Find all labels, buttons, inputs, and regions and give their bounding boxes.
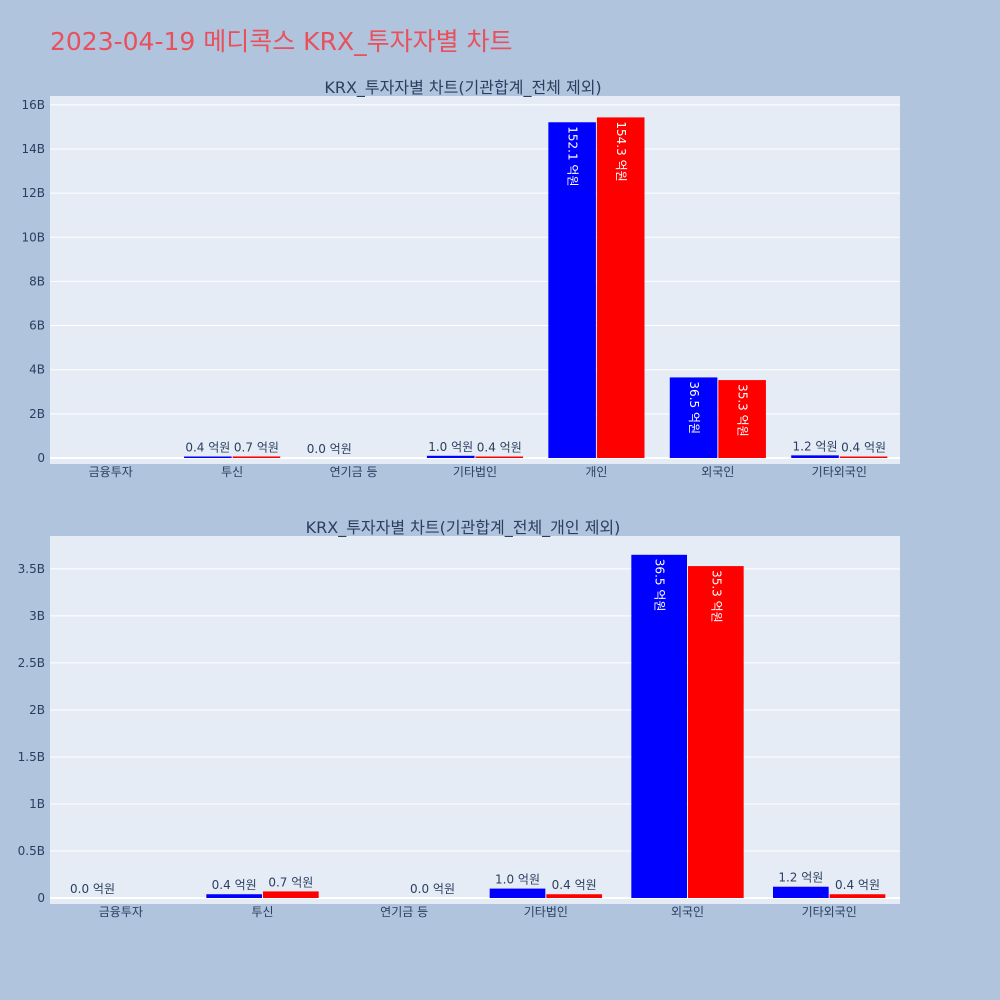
bar [206,894,262,898]
chart-bottom: KRX_투자자별 차트(기관합계_전체_개인 제외) 0 0.5B 1B 1.5B 2B 2… [18,518,900,919]
data-label: 0.7 억원 [234,440,279,454]
data-label: 1.2 억원 [793,439,838,453]
y-tick-label: 2.5B [18,656,45,670]
data-label: 1.2 억원 [778,871,823,885]
bar [232,456,281,458]
data-label: 0.4 억원 [185,441,230,455]
y-tick-label: 3.5B [18,562,45,576]
x-tick-label: 연기금 등 [330,465,378,479]
y-tick-label: 1B [29,797,45,811]
x-tick-label: 금융투자 [89,465,133,479]
data-label: 35.3 억원 [736,384,750,437]
data-label: 0.4 억원 [841,441,886,455]
y-tick-label: 0 [37,891,45,905]
y-tick-label: 10B [21,230,45,244]
plot-area [50,96,900,464]
bar [548,122,596,458]
bar [263,891,319,898]
bar [596,117,645,458]
bar [688,566,744,898]
y-tick-label: 2B [29,407,45,421]
x-tick-label: 개인 [585,465,607,479]
bar [829,894,886,898]
data-label: 1.0 억원 [428,440,473,454]
data-label: 0.4 억원 [835,878,880,892]
y-tick-label: 8B [29,274,45,288]
bar [426,455,475,458]
x-tick-label: 외국인 [671,905,704,919]
data-label: 0.7 억원 [268,875,313,889]
bar [184,456,232,458]
y-tick-label: 16B [21,98,45,112]
data-label: 36.5 억원 [653,559,667,612]
data-label: 36.5 억원 [687,381,701,434]
data-label: 0.4 억원 [552,878,597,892]
bar [718,380,766,458]
x-tick-label: 연기금 등 [380,905,428,919]
chart-top: KRX_투자자별 차트(기관합계_전체 제외) 0 2B 4B 6B 8B 10B 12B 14… [21,78,900,479]
chart-title: KRX_투자자별 차트(기관합계_전체 제외) [324,78,601,98]
data-label: 35.3 억원 [709,570,723,623]
bar [773,886,829,898]
y-tick-label: 12B [21,186,45,200]
x-tick-label: 금융투자 [99,905,143,919]
data-label: 0.0 억원 [410,882,455,896]
x-tick-label: 기타외국인 [812,465,867,479]
plot-area [50,536,900,904]
bar [839,456,888,458]
x-tick-label: 기타법인 [453,465,497,479]
y-tick-label: 0 [37,451,45,465]
bar [489,888,546,898]
x-tick-label: 기타법인 [524,905,568,919]
y-tick-label: 3B [29,609,45,623]
chart-title: KRX_투자자별 차트(기관합계_전체_개인 제외) [306,518,621,538]
bar [669,377,718,458]
x-tick-label: 외국인 [701,465,734,479]
bar [791,455,839,458]
data-label: 0.4 억원 [212,878,257,892]
y-tick-label: 2B [29,703,45,717]
y-tick-label: 4B [29,363,45,377]
bar [546,894,602,898]
data-label: 1.0 억원 [495,873,540,887]
y-tick-label: 1.5B [18,750,45,764]
bar [475,456,524,458]
y-tick-label: 0.5B [18,844,45,858]
data-label: 154.3 억원 [614,121,628,181]
data-label: 0.4 억원 [477,441,522,455]
data-label: 0.0 억원 [307,442,352,456]
bar [631,554,687,898]
y-tick-label: 14B [21,142,45,156]
data-label: 152.1 억원 [566,126,580,186]
x-tick-label: 기타외국인 [802,905,857,919]
y-tick-label: 6B [29,319,45,333]
x-tick-label: 투신 [251,905,273,919]
data-label: 0.0 억원 [70,882,115,896]
page-title: 2023-04-19 메디콕스 KRX_투자자별 차트 [50,27,513,56]
x-tick-label: 투신 [221,465,243,479]
